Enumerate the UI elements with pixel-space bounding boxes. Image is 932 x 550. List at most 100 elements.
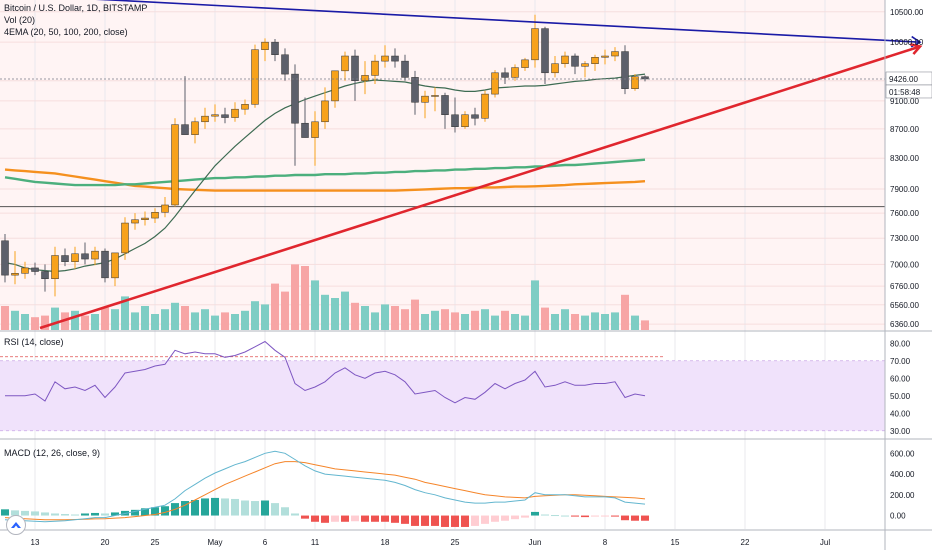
last-price-text: 9426.00 xyxy=(889,75,918,84)
macd-histogram-bar xyxy=(81,513,89,516)
volume-bar xyxy=(281,291,289,330)
volume-bar xyxy=(561,309,569,330)
volume-bar xyxy=(361,306,369,330)
rsi-tick-label: 50.00 xyxy=(890,392,911,401)
macd-histogram-bar xyxy=(131,509,139,516)
macd-histogram-bar xyxy=(101,513,109,516)
candle-body xyxy=(621,51,629,89)
macd-tick-label: 600.00 xyxy=(890,449,915,458)
macd-histogram-bar xyxy=(631,515,639,521)
volume-bar xyxy=(431,310,439,330)
macd-tick-label: 400.00 xyxy=(890,470,915,479)
countdown-text: 01:58:48 xyxy=(889,88,921,97)
candle-body xyxy=(351,55,359,81)
candle-body xyxy=(81,253,89,260)
volume-bar xyxy=(181,306,189,330)
macd-histogram-bar xyxy=(61,513,69,516)
candle-body xyxy=(321,100,329,123)
candle-body xyxy=(451,114,459,128)
volume-bar xyxy=(481,309,489,330)
macd-histogram-bar xyxy=(291,513,299,516)
rsi-tick-label: 40.00 xyxy=(890,409,911,418)
macd-histogram-bar xyxy=(71,514,79,516)
volume-bar xyxy=(291,264,299,330)
macd-histogram-bar xyxy=(161,506,169,516)
candle-body xyxy=(11,273,19,276)
trendline-blue xyxy=(95,0,921,43)
price-tick-label: 7600.00 xyxy=(890,209,919,218)
volume-bar xyxy=(271,283,279,330)
candle-body xyxy=(211,114,219,117)
macd-histogram-bar xyxy=(311,515,319,522)
candle-body xyxy=(201,115,209,123)
macd-histogram-bar xyxy=(391,515,399,523)
volume-bar xyxy=(241,310,249,330)
macd-legend: MACD (12, 26, close, 9) xyxy=(4,448,101,458)
volume-bar xyxy=(381,304,389,330)
x-tick-label: 6 xyxy=(263,538,268,547)
volume-bar xyxy=(391,306,399,330)
macd-histogram-bar xyxy=(601,515,609,517)
price-pane xyxy=(0,0,923,330)
volume-bar xyxy=(631,315,639,330)
candle-body xyxy=(591,57,599,64)
macd-histogram-bar xyxy=(461,515,469,527)
tradingview-logo-icon[interactable] xyxy=(6,515,26,535)
macd-histogram-bar xyxy=(621,515,629,521)
candle-body xyxy=(441,95,449,116)
candle-body xyxy=(91,250,99,260)
volume-bar xyxy=(451,312,459,330)
macd-histogram-bar xyxy=(1,509,9,516)
volume-bar xyxy=(441,309,449,330)
price-tick-label: 9100.00 xyxy=(890,97,919,106)
volume-bar xyxy=(251,301,259,330)
candle-body xyxy=(271,41,279,55)
candle-body xyxy=(31,267,39,272)
macd-histogram-bar xyxy=(181,501,189,516)
candle-body xyxy=(461,114,469,128)
candle-body xyxy=(521,59,529,68)
volume-bar xyxy=(41,315,49,330)
candle-body xyxy=(311,121,319,138)
volume-bar xyxy=(71,310,79,330)
candle-body xyxy=(21,267,29,274)
macd-tick-label: 0.00 xyxy=(890,512,906,521)
candle-body xyxy=(571,55,579,67)
ema-green-line xyxy=(4,158,646,187)
volume-bar xyxy=(541,307,549,330)
macd-histogram-bar xyxy=(421,515,429,526)
logo-glyph xyxy=(11,522,21,528)
x-tick-label: 22 xyxy=(741,538,750,547)
candle-body xyxy=(611,51,619,57)
volume-bar xyxy=(411,299,419,330)
volume-bar xyxy=(341,291,349,330)
volume-bar xyxy=(571,314,579,330)
countdown-badge xyxy=(885,84,932,99)
macd-histogram-bar xyxy=(261,500,269,516)
price-tick-label: 6360.00 xyxy=(890,320,919,329)
rsi-legend: RSI (14, close) xyxy=(4,337,64,347)
ema-orange-line xyxy=(4,168,646,192)
candle-body xyxy=(331,70,339,102)
macd-histogram-bar xyxy=(611,515,619,517)
volume-bar xyxy=(121,296,129,330)
macd-line xyxy=(4,450,646,523)
volume-bar xyxy=(401,309,409,330)
volume-bar xyxy=(371,312,379,330)
macd-histogram-bar xyxy=(411,515,419,526)
candle-body xyxy=(371,60,379,76)
candle-body xyxy=(391,55,399,62)
candle-body xyxy=(191,121,199,135)
candle-body xyxy=(601,55,609,58)
macd-histogram-bar xyxy=(351,515,359,522)
macd-histogram-bar xyxy=(11,510,19,516)
x-tick-label: 11 xyxy=(311,538,320,547)
volume-bar xyxy=(261,304,269,330)
macd-histogram-bar xyxy=(501,515,509,521)
candle-body xyxy=(281,54,289,75)
rsi-tick-label: 30.00 xyxy=(890,427,911,436)
candle-body xyxy=(531,28,539,61)
